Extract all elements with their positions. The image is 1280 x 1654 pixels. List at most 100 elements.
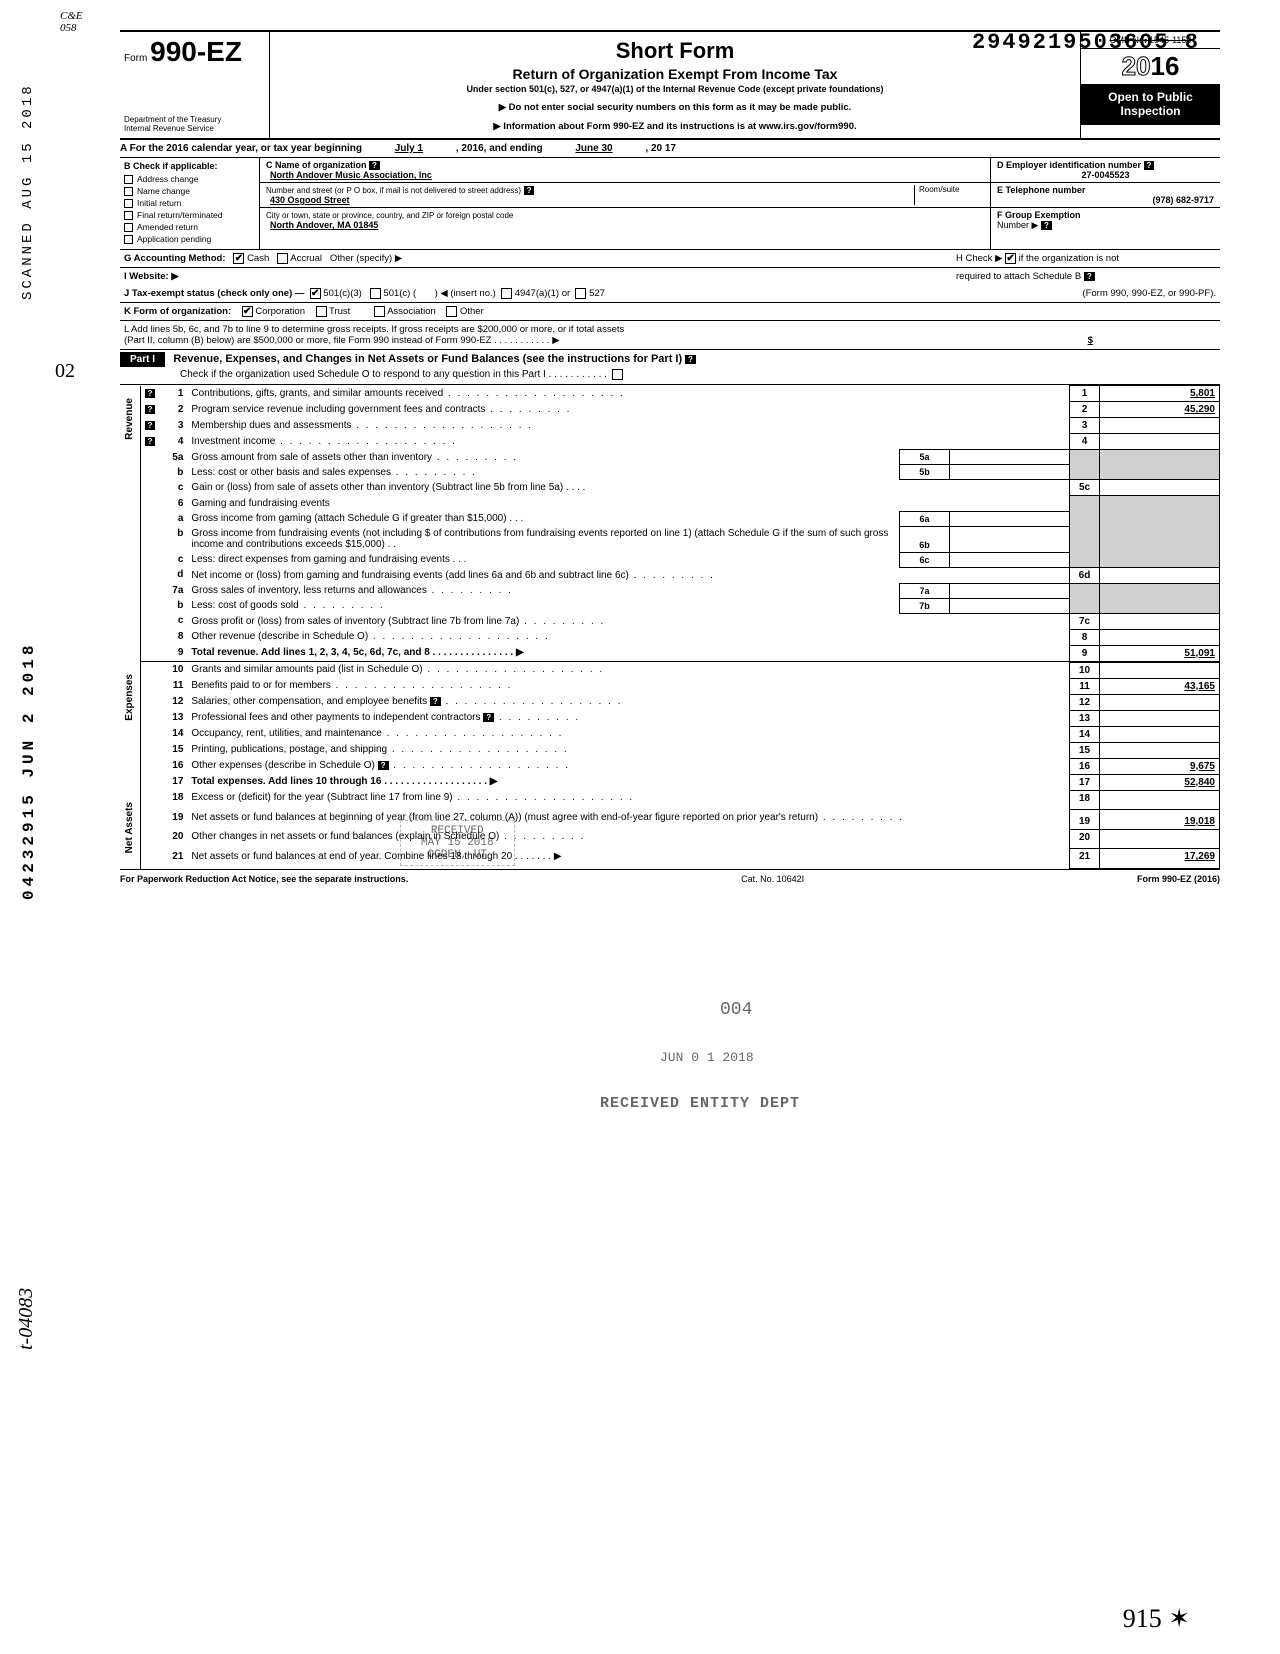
chk-name-change[interactable]: Name change — [124, 186, 255, 196]
line-val[interactable] — [1100, 742, 1220, 758]
line-rnum: 9 — [1070, 645, 1100, 661]
line-val[interactable] — [1100, 710, 1220, 726]
sub-val[interactable] — [950, 511, 1070, 526]
city-state-zip[interactable]: North Andover, MA 01845 — [270, 220, 378, 230]
header-left: Form 990-EZ Department of the Treasury I… — [120, 32, 270, 138]
chk-initial-return[interactable]: Initial return — [124, 198, 255, 208]
row-a-begin[interactable]: July 1 — [365, 143, 453, 154]
line-val[interactable] — [1100, 694, 1220, 710]
line-desc: Gross amount from sale of assets other t… — [191, 452, 432, 463]
footer-left: For Paperwork Reduction Act Notice, see … — [120, 874, 408, 884]
chk-final-return[interactable]: Final return/terminated — [124, 210, 255, 220]
chk-501c3[interactable]: ✔ — [310, 288, 321, 299]
chk-assoc[interactable] — [374, 306, 385, 317]
year-outline: 20 — [1122, 51, 1151, 81]
chk-sched-o[interactable] — [612, 369, 623, 380]
line-val[interactable]: 45,290 — [1100, 402, 1220, 418]
corp-label: Corporation — [255, 306, 305, 317]
line-val[interactable] — [1100, 662, 1220, 678]
line-desc: Gross profit or (loss) from sales of inv… — [191, 616, 519, 627]
line-val[interactable]: 9,675 — [1100, 758, 1220, 774]
stamp-entity-dept: RECEIVED ENTITY DEPT — [600, 1095, 800, 1112]
chk-label: Application pending — [137, 234, 211, 244]
i-label: I Website: ▶ — [124, 271, 179, 282]
line-val[interactable] — [1100, 629, 1220, 645]
chk-application-pending[interactable]: Application pending — [124, 234, 255, 244]
sub-val[interactable] — [950, 552, 1070, 567]
k-label: K Form of organization: — [124, 306, 231, 317]
l-amount[interactable]: $ — [1088, 335, 1093, 346]
f-label1: F Group Exemption — [997, 210, 1081, 220]
line-desc: Gaming and fundraising events — [191, 498, 329, 509]
form-under: Under section 501(c), 527, or 4947(a)(1)… — [280, 84, 1070, 94]
line-rnum: 19 — [1070, 810, 1100, 830]
line-rnum: 20 — [1070, 829, 1100, 849]
line-num: b — [159, 465, 187, 480]
line-desc: Other revenue (describe in Schedule O) — [191, 631, 368, 642]
open-line2: Inspection — [1083, 104, 1218, 118]
line-desc: Salaries, other compensation, and employ… — [191, 696, 427, 707]
netassets-label: Net Assets — [120, 790, 140, 868]
sub-val[interactable] — [950, 526, 1070, 552]
line-val[interactable]: 19,018 — [1100, 810, 1220, 830]
line-rnum: 21 — [1070, 849, 1100, 869]
accrual-label: Accrual — [290, 253, 322, 264]
chk-4947[interactable] — [501, 288, 512, 299]
line-val[interactable] — [1100, 418, 1220, 434]
line-val[interactable]: 43,165 — [1100, 678, 1220, 694]
chk-cash[interactable]: ✔ — [233, 253, 244, 264]
chk-address-change[interactable]: Address change — [124, 174, 255, 184]
form-number: 990-EZ — [150, 36, 242, 67]
line-val[interactable]: 17,269 — [1100, 849, 1220, 869]
line-val[interactable]: 51,091 — [1100, 645, 1220, 661]
sub-val[interactable] — [950, 450, 1070, 465]
501c3-label: 501(c)(3) — [323, 288, 362, 299]
line-val[interactable]: 52,840 — [1100, 774, 1220, 790]
527-label: 527 — [589, 288, 605, 299]
line-desc: Net income or (loss) from gaming and fun… — [191, 570, 628, 581]
chk-other[interactable] — [446, 306, 457, 317]
line-val[interactable] — [1100, 726, 1220, 742]
chk-corp[interactable]: ✔ — [242, 306, 253, 317]
line-desc: Membership dues and assessments — [191, 420, 351, 431]
open-line1: Open to Public — [1083, 90, 1218, 104]
chk-trust[interactable] — [316, 306, 327, 317]
chk-527[interactable] — [575, 288, 586, 299]
line-num: 17 — [159, 774, 187, 790]
chk-501c[interactable] — [370, 288, 381, 299]
line-num: 19 — [159, 810, 187, 830]
line-val[interactable] — [1100, 480, 1220, 496]
g-label: G Accounting Method: — [124, 253, 226, 264]
hand-sig: 915 ✶ — [1123, 1604, 1190, 1634]
footer-mid: Cat. No. 10642I — [741, 874, 804, 884]
chk-amended-return[interactable]: Amended return — [124, 222, 255, 232]
line-num: 21 — [159, 849, 187, 869]
line-rnum: 8 — [1070, 629, 1100, 645]
revenue-label: Revenue — [120, 386, 140, 663]
ein[interactable]: 27-0045523 — [997, 170, 1214, 180]
col-def: D Employer identification number ? 27-00… — [990, 158, 1220, 249]
line-val[interactable]: 5,801 — [1100, 386, 1220, 402]
line-val[interactable] — [1100, 790, 1220, 810]
line-val[interactable] — [1100, 613, 1220, 629]
org-name[interactable]: North Andover Music Association, Inc — [270, 170, 432, 180]
line-val[interactable] — [1100, 567, 1220, 583]
line-desc: Investment income — [191, 436, 275, 447]
row-a-end[interactable]: June 30 — [545, 143, 642, 154]
street-address[interactable]: 430 Osgood Street — [270, 195, 350, 205]
footer-right: Form 990-EZ (2016) — [1137, 874, 1220, 884]
block-bcdef: B Check if applicable: Address change Na… — [120, 158, 1220, 250]
sub-val[interactable] — [950, 465, 1070, 480]
sub-val[interactable] — [950, 583, 1070, 598]
chk-h[interactable]: ✔ — [1005, 253, 1016, 264]
chk-accrual[interactable] — [277, 253, 288, 264]
line-val[interactable] — [1100, 434, 1220, 450]
line-desc: Other expenses (describe in Schedule O) — [191, 760, 374, 771]
line-val[interactable] — [1100, 829, 1220, 849]
form-subtitle: Return of Organization Exempt From Incom… — [280, 66, 1070, 82]
sub-val[interactable] — [950, 598, 1070, 613]
phone[interactable]: (978) 682-9717 — [997, 195, 1214, 205]
line-desc: Total expenses. Add lines 10 through 16 … — [191, 776, 497, 787]
line-desc: Occupancy, rent, utilities, and maintena… — [191, 728, 381, 739]
form-title: Short Form — [280, 38, 1070, 64]
